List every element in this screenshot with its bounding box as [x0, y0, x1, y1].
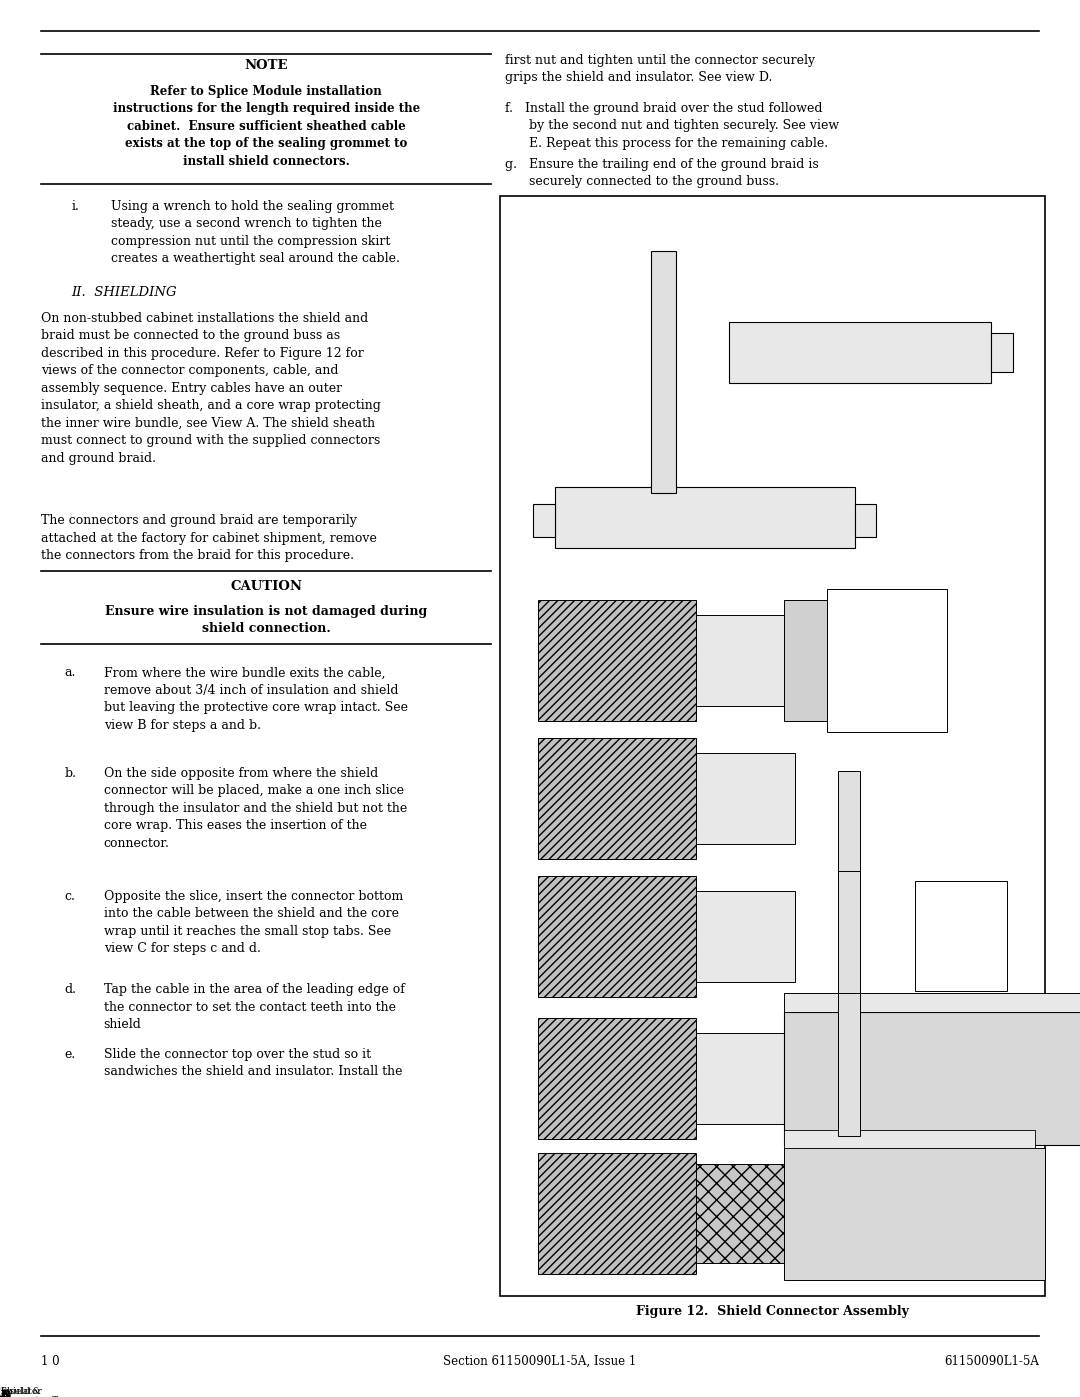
Text: On non-stubbed cabinet installations the shield and
braid must be connected to t: On non-stubbed cabinet installations the… [41, 312, 381, 465]
Text: d.: d. [65, 983, 77, 996]
Bar [784, 1130, 1035, 1148]
Text: B: B [0, 1390, 11, 1397]
Bar [1008, 1027, 1080, 1130]
Text: 1 0: 1 0 [41, 1355, 59, 1368]
Bar [651, 250, 676, 493]
Text: NOTE: NOTE [244, 59, 288, 73]
Bar [827, 588, 947, 732]
Bar [784, 1148, 1045, 1280]
Text: C: C [0, 1390, 10, 1397]
Text: II.  SHIELDING: II. SHIELDING [71, 286, 177, 299]
Bar [990, 334, 1013, 372]
Text: Figure 12.  Shield Connector Assembly: Figure 12. Shield Connector Assembly [636, 1305, 909, 1317]
Bar [697, 1164, 997, 1263]
Text: Slide the connector top over the stud so it
sandwiches the shield and insulator.: Slide the connector top over the stud so… [104, 1048, 402, 1078]
Text: Insulator: Insulator [1, 1387, 42, 1397]
Bar [838, 771, 860, 876]
Bar [538, 876, 697, 997]
Text: From where the wire bundle exits the cable,
remove about 3/4 inch of insulation : From where the wire bundle exits the cab… [104, 666, 407, 732]
Bar [697, 891, 795, 982]
Text: b.: b. [65, 767, 77, 780]
Bar [784, 993, 1080, 1013]
Bar [538, 738, 697, 859]
Bar [697, 1032, 795, 1123]
Bar [532, 504, 555, 536]
Bar [838, 872, 860, 993]
Bar [538, 1154, 697, 1274]
Text: Shield &
Insulator: Shield & Insulator [1, 1386, 42, 1397]
Text: 61150090L1-5A: 61150090L1-5A [944, 1355, 1039, 1368]
Text: i.: i. [71, 200, 79, 212]
Text: CAUTION: CAUTION [230, 580, 302, 592]
Bar [697, 615, 784, 705]
Text: Opposite the slice, insert the connector bottom
into the cable between the shiel: Opposite the slice, insert the connector… [104, 890, 403, 956]
Bar [555, 488, 854, 548]
Text: Section 61150090L1-5A, Issue 1: Section 61150090L1-5A, Issue 1 [444, 1355, 636, 1368]
Text: e.: e. [65, 1048, 76, 1060]
Bar [784, 1013, 1080, 1144]
Text: a.: a. [65, 666, 77, 679]
Bar [697, 753, 795, 844]
Text: The connectors and ground braid are temporarily
attached at the factory for cabi: The connectors and ground braid are temp… [41, 514, 377, 562]
Text: Using a wrench to hold the sealing grommet
steady, use a second wrench to tighte: Using a wrench to hold the sealing gromm… [111, 200, 400, 265]
Text: f.   Install the ground braid over the stud followed
      by the second nut and: f. Install the ground braid over the stu… [505, 102, 839, 149]
Bar [500, 196, 1045, 1296]
Text: Ensure wire insulation is not damaged during
shield connection.: Ensure wire insulation is not damaged du… [105, 605, 428, 636]
Bar [538, 1018, 697, 1139]
Text: Tap the cable in the area of the leading edge of
the connector to set the contac: Tap the cable in the area of the leading… [104, 983, 405, 1031]
Text: c.: c. [65, 890, 76, 902]
Text: On the side opposite from where the shield
connector will be placed, make a one : On the side opposite from where the shie… [104, 767, 407, 849]
Bar [838, 993, 860, 1136]
Text: A: A [0, 1390, 10, 1397]
Bar [538, 599, 697, 721]
Bar [784, 599, 827, 721]
Text: D: D [0, 1390, 11, 1397]
Text: first nut and tighten until the connector securely
grips the shield and insulato: first nut and tighten until the connecto… [505, 53, 815, 84]
Text: Refer to Splice Module installation
instructions for the length required inside : Refer to Splice Module installation inst… [112, 84, 420, 168]
Bar [729, 323, 991, 383]
Bar [854, 504, 876, 536]
Bar [915, 882, 1008, 992]
Text: g.   Ensure the trailing end of the ground braid is
      securely connected to : g. Ensure the trailing end of the ground… [505, 158, 820, 189]
Text: E: E [0, 1390, 10, 1397]
